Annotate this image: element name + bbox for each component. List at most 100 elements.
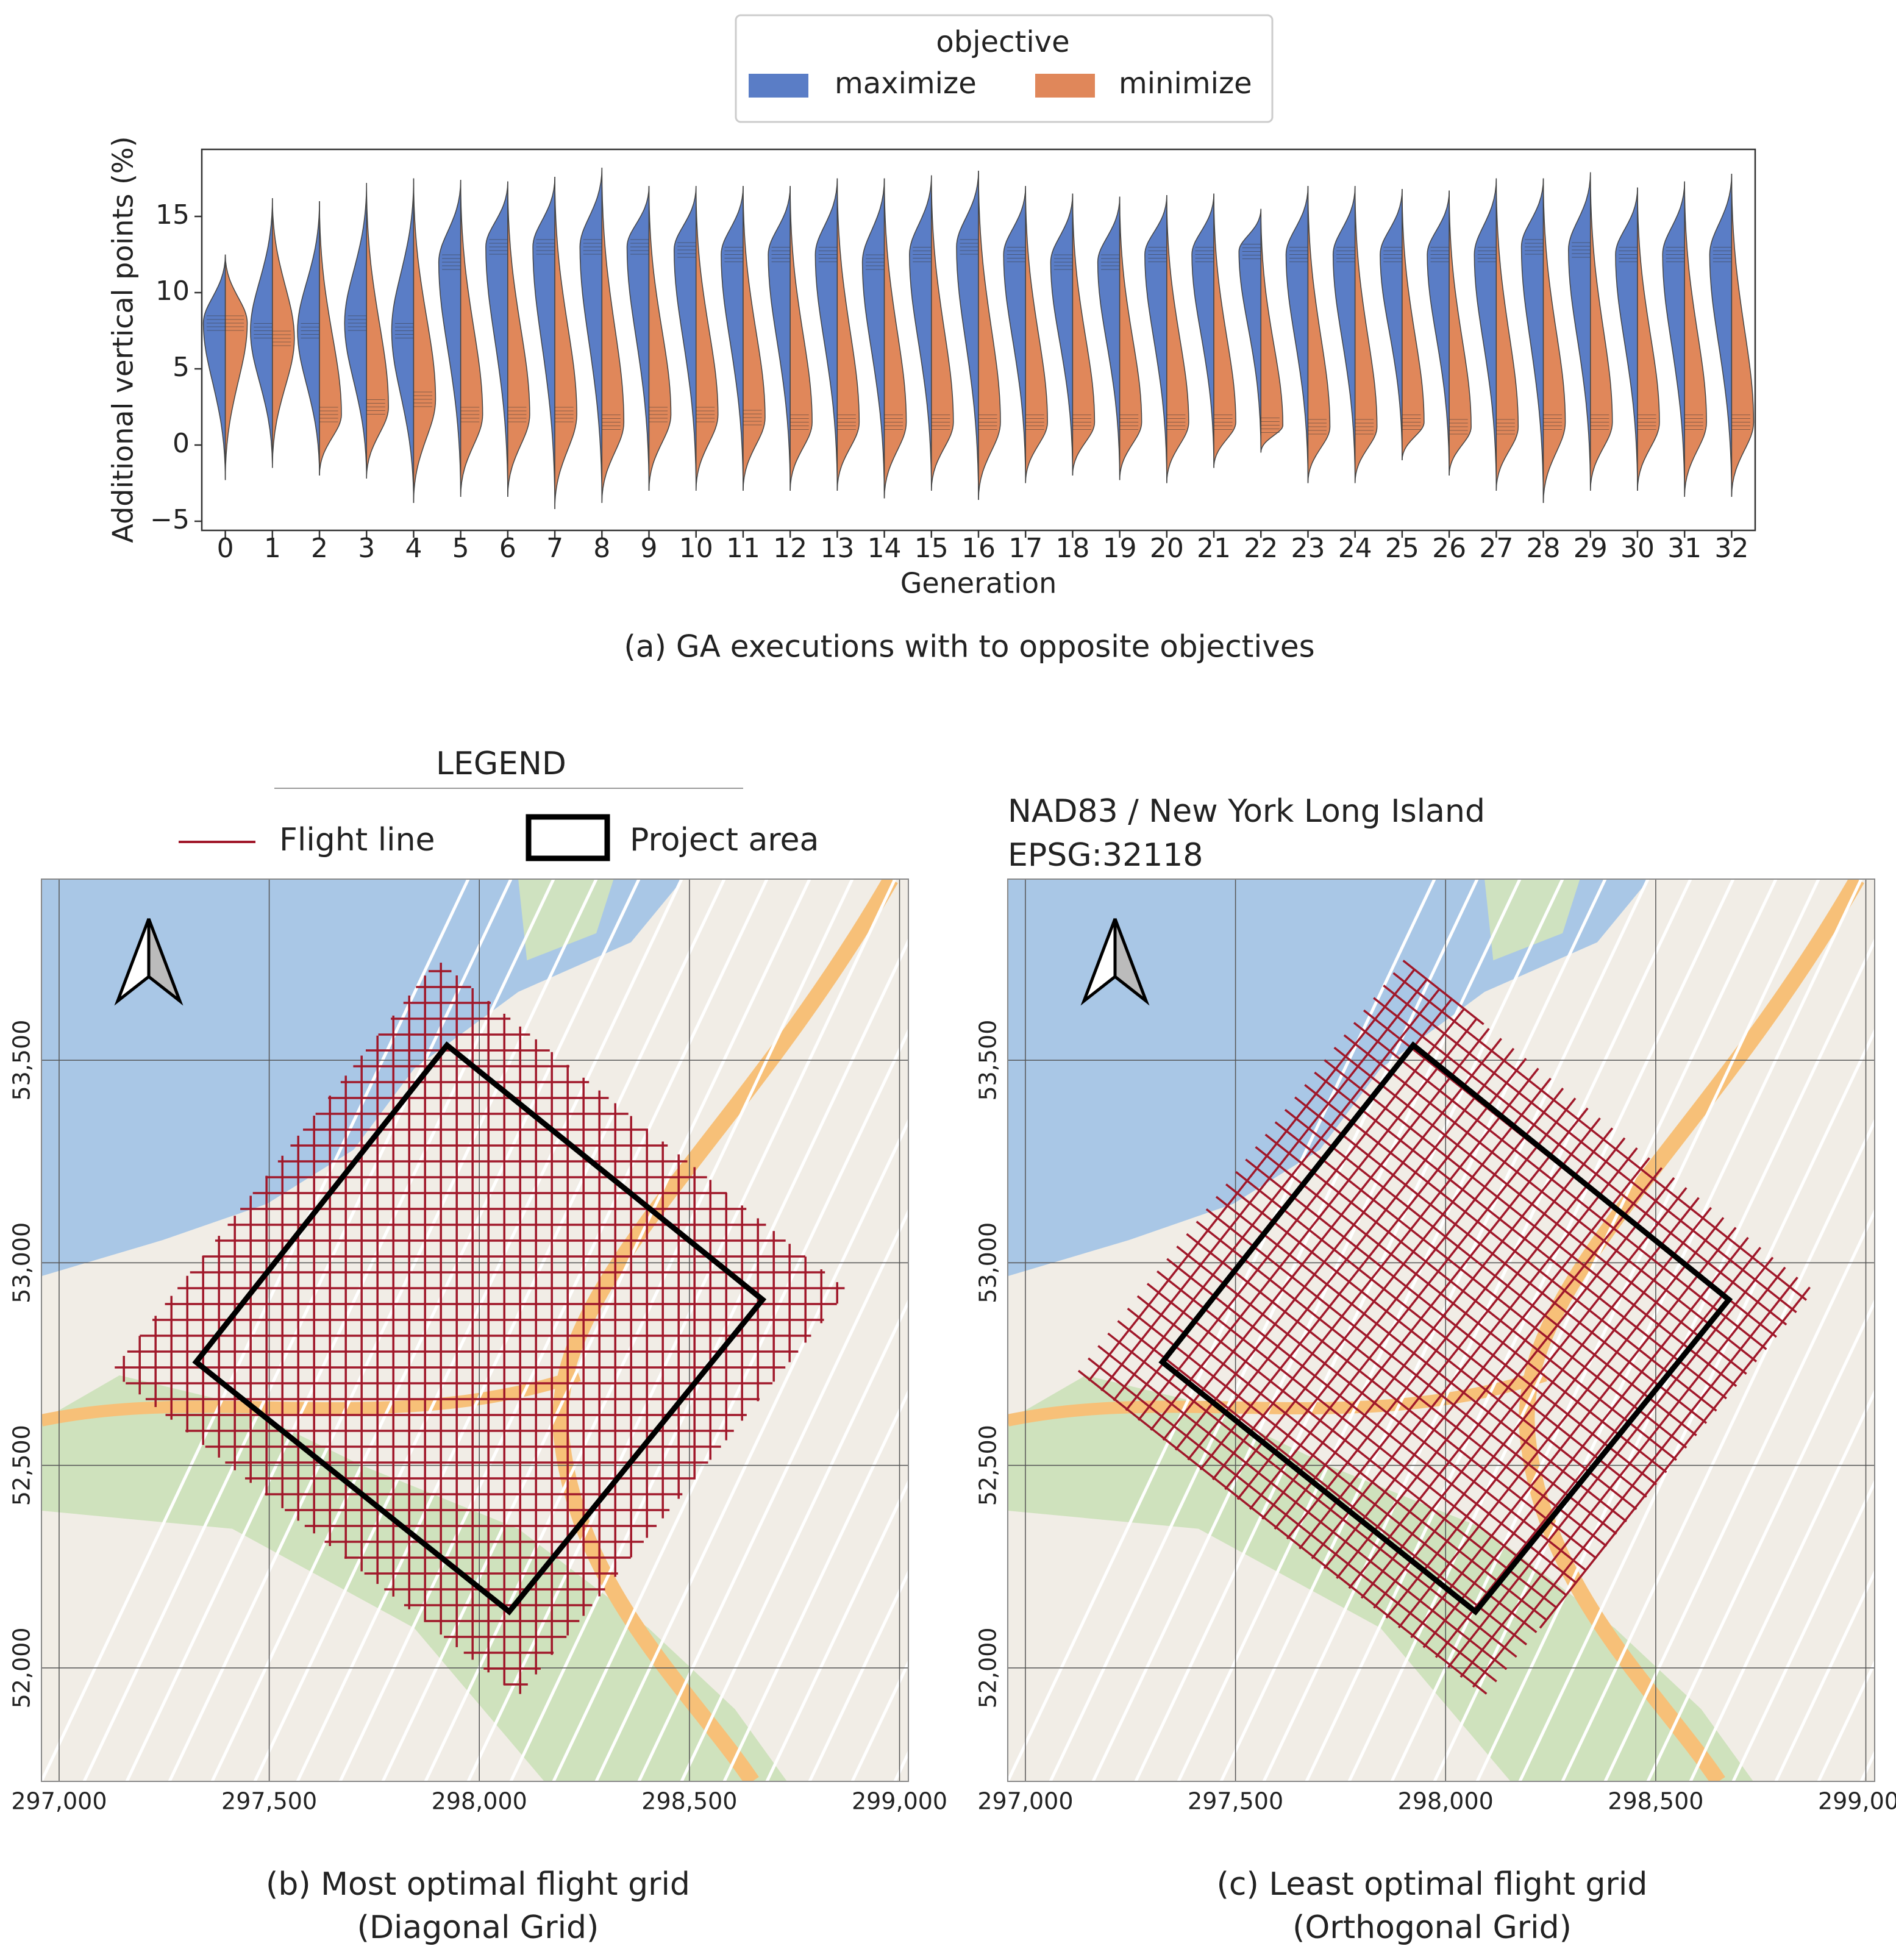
legend-swatch [526, 814, 610, 861]
violin-half [1495, 178, 1519, 491]
park [518, 879, 614, 961]
flight-line [1211, 1067, 1539, 1480]
flight-line [1176, 1245, 1588, 1572]
flight-line [1196, 1221, 1608, 1547]
y-tick-label: 53,000 [9, 1222, 35, 1303]
x-tick-label: 298,500 [1608, 1788, 1703, 1815]
flight-line [1336, 1167, 1663, 1580]
violin-half [391, 178, 415, 504]
x-tick-label: 32 [1714, 533, 1748, 564]
caption: (a) GA executions with to opposite objec… [624, 629, 1314, 665]
y-tick-label: 10 [155, 276, 190, 307]
x-tick-label: 7 [546, 533, 563, 564]
street [1134, 879, 1564, 1781]
violin-half [1380, 188, 1403, 461]
street [1603, 1208, 1875, 1781]
flight-line [1333, 1046, 1747, 1375]
x-tick-label: 30 [1620, 533, 1655, 564]
violin-half [1119, 196, 1142, 480]
violin-half [1285, 185, 1309, 483]
caption: (c) Least optimal flight grid [1217, 1866, 1648, 1903]
street [1518, 1027, 1875, 1781]
x-tick-label: 20 [1150, 533, 1184, 564]
violin-half [601, 167, 625, 504]
street [381, 879, 811, 1781]
flight-line [1249, 1097, 1577, 1510]
project-area [192, 1041, 767, 1616]
x-tick-label: 299,000 [1818, 1788, 1896, 1815]
legend-swatch [1035, 74, 1095, 98]
y-tick-label: 53,500 [975, 1020, 1002, 1101]
flight-line [1215, 1196, 1627, 1523]
flight-line [1127, 1308, 1538, 1633]
flight-line [1459, 1266, 1786, 1678]
flight-line [1294, 1096, 1708, 1424]
violin-half [460, 179, 483, 497]
flight-line [1187, 1047, 1515, 1461]
violin-half [1003, 185, 1026, 483]
y-axis-label: Additional vertical points (%) [107, 136, 140, 543]
street [1433, 879, 1863, 1781]
x-tick-label: 22 [1244, 533, 1278, 564]
caption: (Diagonal Grid) [357, 1909, 599, 1946]
violin-half [1166, 194, 1189, 483]
flight-line [1199, 1058, 1527, 1470]
flight-line [1245, 1158, 1658, 1486]
x-tick-label: 21 [1197, 533, 1231, 564]
violin-half [1684, 181, 1707, 497]
x-tick-label: 297,000 [11, 1788, 107, 1815]
flight-line [1314, 1071, 1727, 1400]
street [808, 1569, 908, 1781]
street [338, 879, 769, 1781]
y-tick-label: 52,000 [975, 1627, 1002, 1708]
park [1484, 879, 1580, 961]
violin-half [224, 254, 248, 480]
flight-line [1174, 1038, 1502, 1451]
violin-half [1542, 178, 1566, 504]
flight-line [1088, 968, 1416, 1381]
street [637, 1208, 908, 1781]
street [466, 879, 897, 1781]
street [1731, 1478, 1875, 1781]
legend-label: Project area [630, 822, 819, 858]
x-tick-label: 8 [593, 533, 610, 564]
street [1262, 879, 1692, 1781]
violin-half [789, 185, 813, 491]
street [424, 879, 854, 1781]
x-tick-label: 19 [1103, 533, 1137, 564]
flight-line [1100, 978, 1428, 1392]
x-tick-label: 3 [358, 533, 375, 564]
legend-title: LEGEND [436, 746, 566, 782]
street [765, 1478, 908, 1781]
violin-half [579, 167, 603, 504]
flight-line [1146, 1283, 1558, 1609]
map-panel [41, 879, 908, 1781]
flight-line [1348, 1177, 1675, 1589]
x-tick-label: 1 [264, 533, 281, 564]
x-tick-label: 2 [311, 533, 328, 564]
violin-half [1662, 181, 1685, 497]
violin-half [1213, 193, 1236, 468]
x-tick-label: 9 [641, 533, 658, 564]
flight-line [1107, 1332, 1517, 1658]
violin-half [883, 178, 907, 499]
x-tick-label: 24 [1338, 533, 1372, 564]
y-tick-label: 0 [173, 428, 190, 459]
flight-line [1224, 1077, 1552, 1491]
y-tick-label: 52,500 [975, 1425, 1002, 1506]
violin-half [250, 198, 273, 468]
violin-half [1590, 172, 1613, 491]
flight-line [1225, 1183, 1638, 1510]
violin-half [507, 181, 530, 497]
flight-line [1422, 1236, 1749, 1648]
street [168, 879, 598, 1781]
legend-label: Flight line [279, 822, 435, 858]
flight-line [1397, 1217, 1725, 1629]
x-tick-label: 18 [1055, 533, 1089, 564]
violin-half [554, 176, 577, 510]
caption: (Orthogonal Grid) [1292, 1909, 1572, 1946]
x-tick-label: 26 [1432, 533, 1466, 564]
flight-line [1156, 1270, 1567, 1597]
flight-line [1402, 960, 1484, 1025]
crs-text: EPSG:32118 [1008, 837, 1203, 874]
